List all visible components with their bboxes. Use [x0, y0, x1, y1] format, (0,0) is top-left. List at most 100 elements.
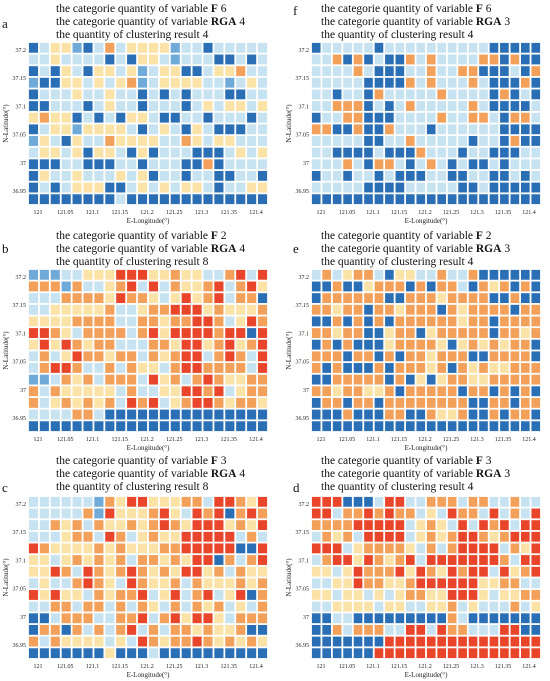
heatmap-cell: [50, 101, 60, 111]
heatmap-cell: [510, 520, 520, 531]
heatmap-cell: [405, 648, 415, 659]
heatmap-cell: [83, 590, 93, 600]
heatmap-cell: [94, 508, 104, 519]
heatmap-cell: [426, 590, 436, 600]
heatmap-cell: [203, 496, 213, 507]
heatmap-cell: [405, 182, 415, 193]
heatmap-cell: [468, 624, 478, 635]
heatmap-cell: [311, 42, 321, 53]
heatmap-cell: [192, 124, 202, 135]
heatmap-cell: [214, 304, 224, 315]
caption-value: 3: [504, 16, 511, 28]
heatmap-cell: [170, 159, 180, 170]
heatmap-cell: [236, 293, 246, 304]
heatmap-cell: [437, 89, 446, 100]
heatmap-cell: [61, 77, 71, 88]
x-tick-label: 121.35: [495, 210, 512, 216]
heatmap-cell: [236, 555, 246, 565]
heatmap-cell: [447, 42, 457, 53]
heatmap-cell: [39, 531, 49, 542]
heatmap-cell: [500, 269, 509, 280]
heatmap-cell: [247, 543, 257, 554]
x-tick-label: 121.2: [418, 437, 432, 443]
heatmap-cell: [170, 293, 180, 304]
heatmap-cell: [28, 566, 39, 577]
heatmap-cell: [94, 578, 104, 589]
heatmap-cell: [116, 409, 126, 420]
heatmap-cell: [50, 636, 60, 647]
heatmap-cell: [489, 496, 499, 507]
heatmap-cell: [28, 578, 39, 589]
heatmap-cell: [39, 648, 49, 659]
heatmap-cell: [170, 566, 180, 577]
heatmap-cell: [236, 89, 246, 100]
heatmap-cell: [214, 601, 224, 612]
heatmap-cell: [105, 531, 115, 542]
heatmap-cell: [447, 386, 457, 397]
heatmap-cell: [181, 89, 191, 100]
heatmap-cell: [416, 339, 426, 350]
heatmap-cell: [192, 520, 202, 531]
heatmap-cell: [39, 54, 49, 65]
heatmap-cell: [322, 555, 331, 565]
heatmap-cell: [322, 328, 331, 338]
x-tick-label: 121.35: [221, 664, 238, 670]
heatmap-cell: [458, 194, 467, 205]
heatmap-cell: [203, 66, 213, 77]
heatmap-cell: [247, 101, 257, 111]
heatmap-cell: [416, 112, 426, 123]
heatmap-cell: [479, 601, 488, 612]
heatmap-cell: [61, 54, 71, 65]
heatmap-cell: [225, 42, 235, 53]
heatmap-cell: [510, 648, 520, 659]
heatmap-cell: [531, 269, 541, 280]
heatmap-cell: [343, 520, 352, 531]
heatmap-cell: [468, 293, 478, 304]
heatmap-cell: [116, 101, 126, 111]
heatmap-cell: [426, 636, 436, 647]
heatmap-cell: [159, 601, 169, 612]
heatmap-cell: [72, 101, 82, 111]
caption-value: 6: [220, 3, 227, 15]
heatmap-cell: [426, 316, 436, 327]
heatmap-cell: [72, 281, 82, 292]
heatmap-cell: [531, 182, 541, 193]
heatmap-cell: [159, 648, 169, 659]
heatmap-cell: [94, 555, 104, 565]
heatmap-cell: [374, 409, 384, 420]
heatmap-cell: [257, 304, 268, 315]
heatmap-cell: [214, 77, 224, 88]
heatmap-cell: [50, 339, 60, 350]
heatmap-cell: [416, 170, 426, 181]
heatmap-cell: [374, 182, 384, 193]
x-axis: 121 121.05 121.1 121.15 121.2 121.25 121.3 121.…: [317, 664, 536, 679]
heatmap-cell: [39, 66, 49, 77]
heatmap-cell: [332, 304, 342, 315]
panel-letter: e: [293, 241, 299, 256]
heatmap-cell: [489, 409, 499, 420]
heatmap-cell: [479, 147, 488, 158]
heatmap-cell: [203, 147, 213, 158]
heatmap-cell: [353, 182, 363, 193]
heatmap-cell: [500, 147, 509, 158]
heatmap-cell: [105, 328, 115, 338]
heatmap-cell: [447, 601, 457, 612]
heatmap-cell: [116, 112, 126, 123]
heatmap-cell: [247, 496, 257, 507]
heatmap-cell: [437, 136, 446, 146]
heatmap-cell: [50, 77, 60, 88]
heatmap-cell: [510, 590, 520, 600]
panel-b: b the categorie quantity of variable F 2…: [0, 227, 275, 454]
heatmap-cell: [468, 566, 478, 577]
heatmap-cell: [236, 531, 246, 542]
heatmap-cell: [203, 293, 213, 304]
heatmap-cell: [395, 77, 405, 88]
heatmap-cell: [458, 42, 467, 53]
heatmap-cell: [447, 281, 457, 292]
heatmap-cell: [447, 77, 457, 88]
y-tick-label: 37.1: [299, 558, 310, 564]
heatmap-cell: [247, 170, 257, 181]
heatmap-cell: [343, 531, 352, 542]
heatmap-cell: [395, 520, 405, 531]
heatmap-cell: [83, 351, 93, 362]
